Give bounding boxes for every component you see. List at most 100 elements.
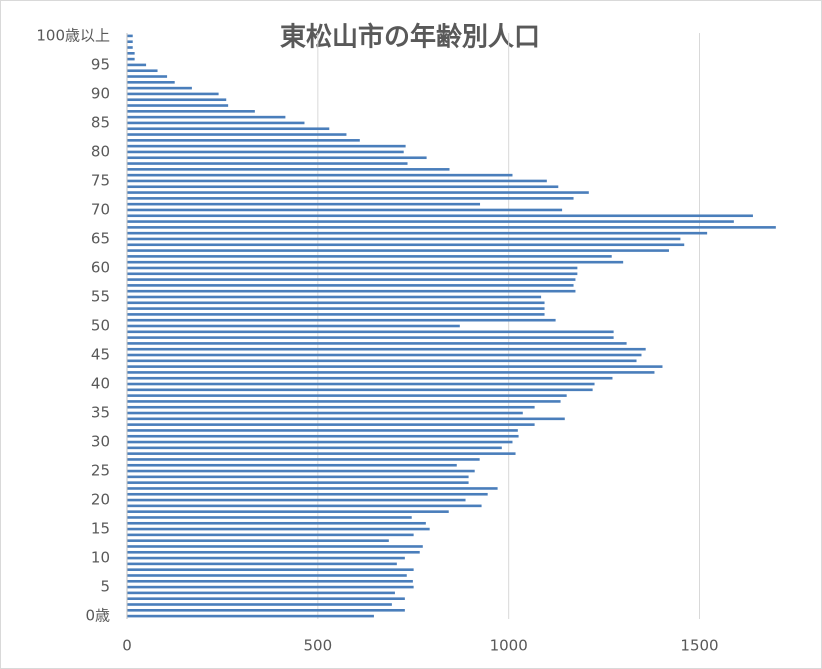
- y-tick-label: 5: [100, 578, 110, 596]
- bar: [127, 191, 589, 194]
- bar: [127, 34, 133, 38]
- bar: [127, 591, 395, 595]
- chart-title: 東松山市の年齢別人口: [280, 22, 540, 53]
- y-tick-label: 55: [91, 287, 110, 305]
- bar: [127, 220, 734, 223]
- bar: [127, 139, 360, 142]
- bar: [127, 301, 545, 305]
- bar: [127, 52, 135, 55]
- bar: [127, 539, 389, 542]
- bar: [127, 295, 542, 299]
- x-tick-label: 0: [122, 637, 132, 655]
- bar: [127, 278, 576, 281]
- bar: [127, 324, 460, 328]
- bar: [127, 86, 192, 90]
- bar: [127, 405, 535, 409]
- bar: [127, 63, 147, 67]
- bar: [127, 121, 305, 125]
- bar: [127, 208, 563, 212]
- bar: [127, 469, 475, 473]
- y-tick-label: 15: [91, 520, 110, 538]
- bar: [127, 249, 669, 252]
- bar: [127, 533, 414, 537]
- bar: [127, 342, 627, 345]
- y-tick-label: 60: [91, 258, 110, 276]
- bar: [127, 614, 374, 618]
- bar: [127, 579, 413, 583]
- y-tick-label: 45: [91, 346, 110, 364]
- y-tick-label: 10: [91, 549, 110, 567]
- bar: [127, 81, 175, 84]
- bar: [127, 69, 158, 73]
- bar: [127, 608, 405, 612]
- bar: [127, 243, 685, 247]
- bar: [127, 214, 753, 218]
- bar: [127, 98, 227, 102]
- bar: [127, 359, 637, 363]
- bar: [127, 556, 405, 560]
- bar: [127, 423, 535, 426]
- bar: [127, 185, 559, 189]
- bar: [127, 371, 655, 374]
- y-tick-label: 80: [91, 142, 110, 160]
- bar: [127, 104, 229, 107]
- bar: [127, 504, 482, 508]
- bar: [127, 255, 612, 258]
- bar: [127, 231, 708, 235]
- bar: [127, 400, 561, 403]
- bar: [127, 446, 502, 450]
- x-tick-label: 1000: [490, 637, 528, 655]
- bar: [127, 330, 614, 334]
- bar: [127, 173, 513, 177]
- bar: [127, 307, 545, 310]
- bar: [127, 574, 407, 577]
- y-tick-label: 50: [91, 317, 110, 335]
- bar: [127, 562, 397, 566]
- bar: [127, 318, 556, 322]
- bar: [127, 434, 519, 438]
- bar: [127, 144, 406, 148]
- y-tick-label: 65: [91, 229, 110, 247]
- bar: [127, 550, 420, 554]
- bar: [127, 336, 614, 339]
- bar: [127, 452, 516, 455]
- bar: [127, 440, 513, 444]
- bar: [127, 498, 466, 502]
- y-tick-label: 85: [91, 113, 110, 131]
- bar: [127, 92, 219, 96]
- bar: [127, 40, 133, 44]
- bar: [127, 365, 663, 368]
- bar: [127, 202, 481, 206]
- bar: [127, 284, 574, 287]
- bar: [127, 388, 593, 392]
- bar: [127, 46, 133, 49]
- bar: [127, 429, 518, 432]
- bar: [127, 260, 624, 264]
- y-tick-label: 40: [91, 375, 110, 393]
- bar: [127, 272, 578, 276]
- bar: [127, 57, 135, 61]
- bar: [127, 115, 286, 119]
- bar: [127, 568, 414, 571]
- bar: [127, 510, 449, 513]
- bar: [127, 382, 595, 386]
- bar: [127, 585, 414, 589]
- bar: [127, 347, 646, 351]
- bar: [127, 376, 613, 380]
- x-tick-label: 1500: [680, 637, 718, 655]
- bar: [127, 487, 498, 490]
- bar: [127, 237, 681, 241]
- bar: [127, 156, 427, 160]
- bar: [127, 463, 457, 467]
- bar: [127, 162, 408, 165]
- bar: [127, 458, 480, 461]
- bar: [127, 597, 405, 600]
- y-tick-label: 30: [91, 433, 110, 451]
- bar: [127, 481, 469, 484]
- bar: [127, 226, 776, 229]
- bar: [127, 197, 574, 200]
- bar: [127, 353, 642, 357]
- bar: [127, 492, 488, 496]
